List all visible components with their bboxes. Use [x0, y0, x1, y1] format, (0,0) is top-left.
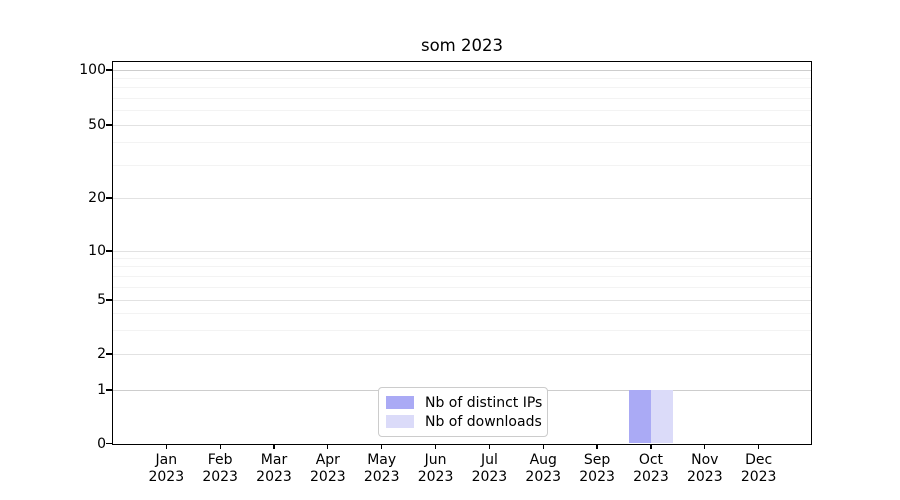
- y-gridline-minor: [113, 275, 811, 277]
- x-tick-year: 2023: [633, 469, 669, 485]
- y-tick-label: 10: [88, 243, 106, 259]
- y-tick-label: 20: [88, 190, 106, 206]
- x-tick-year: 2023: [471, 469, 508, 485]
- x-tick-month: Nov: [691, 452, 719, 468]
- y-tick-label: 50: [88, 117, 106, 133]
- x-tick-year: 2023: [148, 469, 185, 485]
- y-gridline: [113, 353, 811, 355]
- x-tick-mark: [327, 443, 329, 449]
- y-tick-mark: [106, 353, 113, 355]
- legend-swatch: [386, 395, 414, 410]
- y-tick-label: 100: [79, 62, 106, 78]
- x-tick-label: Apr 2023: [298, 452, 358, 486]
- y-gridline: [113, 197, 811, 199]
- x-tick-label: Oct 2023: [621, 452, 681, 486]
- x-tick-label: Jan 2023: [136, 452, 196, 486]
- x-tick-label: Mar 2023: [244, 452, 304, 486]
- x-tick-month: Sep: [583, 452, 611, 468]
- x-tick-label: Jun 2023: [406, 452, 466, 486]
- x-tick-month: May: [367, 452, 397, 468]
- x-tick-year: 2023: [310, 469, 346, 485]
- x-tick-label: Nov 2023: [675, 452, 735, 486]
- x-tick-month: Apr: [315, 452, 340, 468]
- x-tick-label: Feb 2023: [190, 452, 250, 486]
- x-tick-mark: [165, 443, 167, 449]
- y-gridline-minor: [113, 165, 811, 167]
- y-gridline: [113, 124, 811, 126]
- x-tick-label: Sep 2023: [567, 452, 627, 486]
- y-tick-mark: [106, 389, 113, 391]
- y-tick-mark: [106, 197, 113, 199]
- x-tick-mark: [542, 443, 544, 449]
- y-tick-label: 0: [97, 435, 106, 452]
- x-tick-label: Aug 2023: [513, 452, 573, 486]
- plot-area: [112, 61, 812, 445]
- legend-label: Nb of downloads: [425, 413, 542, 430]
- y-gridline-minor: [113, 87, 811, 89]
- x-tick-mark: [488, 443, 491, 449]
- x-tick-mark: [381, 443, 383, 449]
- x-tick-month: Jun: [424, 452, 447, 468]
- y-tick-mark: [106, 299, 113, 301]
- x-tick-mark: [650, 443, 652, 449]
- y-gridline-minor: [113, 142, 811, 144]
- legend-swatch: [386, 414, 414, 429]
- x-tick-year: 2023: [579, 469, 615, 485]
- y-gridline: [113, 69, 811, 71]
- x-tick-month: Feb: [207, 452, 233, 468]
- y-gridline-minor: [113, 286, 811, 288]
- x-tick-label: May 2023: [352, 452, 412, 486]
- x-tick-year: 2023: [417, 469, 454, 485]
- y-gridline-minor: [113, 266, 811, 268]
- legend-entry: Nb of downloads: [386, 413, 542, 430]
- y-gridline: [113, 250, 811, 252]
- bar-nb-of-distinct-ips: [628, 389, 651, 444]
- x-tick-label: Jul 2023: [459, 452, 519, 486]
- x-tick-mark: [596, 443, 598, 449]
- x-tick-mark: [219, 443, 221, 449]
- y-gridline-minor: [113, 312, 811, 314]
- x-tick-label: Dec 2023: [729, 452, 789, 486]
- legend-entry: Nb of distinct IPs: [386, 394, 543, 411]
- y-tick-label: 2: [97, 346, 106, 362]
- x-tick-mark: [273, 443, 275, 449]
- y-tick-mark: [106, 442, 113, 445]
- y-tick-mark: [106, 69, 113, 71]
- x-tick-month: Mar: [260, 452, 288, 468]
- x-tick-year: 2023: [363, 469, 400, 485]
- x-tick-year: 2023: [202, 469, 238, 485]
- legend-label: Nb of distinct IPs: [425, 394, 543, 411]
- x-tick-mark: [434, 443, 437, 449]
- y-gridline-minor: [113, 78, 811, 79]
- x-tick-mark: [758, 443, 760, 449]
- bar-nb-of-downloads: [650, 389, 673, 444]
- chart-title: som 2023: [420, 36, 503, 55]
- x-tick-year: 2023: [525, 469, 562, 485]
- x-tick-year: 2023: [256, 469, 292, 485]
- y-gridline-minor: [113, 329, 811, 331]
- y-gridline-minor: [113, 110, 811, 112]
- y-tick-label: 5: [97, 292, 106, 308]
- x-tick-month: Oct: [638, 452, 664, 468]
- x-tick-year: 2023: [740, 469, 777, 485]
- y-tick-mark: [106, 250, 113, 252]
- x-tick-mark: [704, 443, 706, 449]
- x-tick-month: Aug: [529, 452, 557, 468]
- x-tick-month: Jan: [155, 452, 178, 468]
- x-tick-year: 2023: [686, 469, 723, 485]
- y-gridline: [113, 299, 811, 301]
- y-tick-mark: [106, 124, 113, 126]
- x-tick-month: Jul: [480, 452, 498, 468]
- legend: Nb of distinct IPs Nb of downloads: [378, 387, 548, 437]
- y-tick-label: 1: [97, 382, 106, 398]
- y-gridline-minor: [113, 97, 811, 99]
- x-tick-month: Dec: [745, 452, 773, 468]
- y-gridline-minor: [113, 258, 811, 259]
